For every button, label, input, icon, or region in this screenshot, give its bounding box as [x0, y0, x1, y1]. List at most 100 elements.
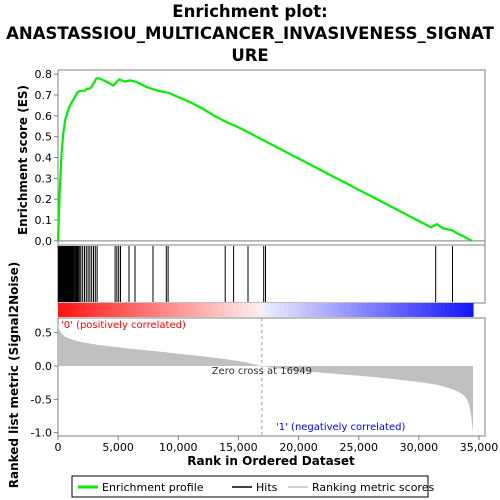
heat-segment — [418, 303, 423, 317]
heat-segment — [381, 303, 386, 317]
heat-segment — [404, 303, 409, 317]
heat-segment — [289, 303, 294, 317]
heat-segment — [95, 303, 100, 317]
legend-label-hits: Hits — [256, 481, 278, 494]
heat-segment — [242, 303, 247, 317]
heat-segment — [399, 303, 404, 317]
rank-x-axis: 0 5,000 10,000 15,000 20,000 25,000 30,000 35,0… — [55, 436, 499, 454]
heat-segment — [187, 303, 192, 317]
heat-segment — [123, 303, 128, 317]
x-tick-label: 30,000 — [400, 441, 439, 454]
heat-segment — [192, 303, 197, 317]
x-tick-label: 35,000 — [460, 441, 499, 454]
heat-segment — [468, 303, 473, 317]
heat-segment — [141, 303, 146, 317]
metric-y-tick-label: -1.0 — [31, 427, 52, 440]
x-axis-label: Rank in Ordered Dataset — [187, 454, 355, 468]
heat-segment — [265, 303, 270, 317]
heat-segment — [284, 303, 289, 317]
heat-segment — [247, 303, 252, 317]
metric-y-tick-label: -0.5 — [31, 393, 52, 406]
heat-segment — [395, 303, 400, 317]
legend-label-metric: Ranking metric scores — [312, 481, 434, 494]
heat-segment — [164, 303, 169, 317]
heat-segment — [159, 303, 164, 317]
heat-segment — [307, 303, 312, 317]
x-tick-label: 15,000 — [219, 441, 258, 454]
es-y-tick-label: 0.1 — [35, 214, 53, 227]
heat-segment — [150, 303, 155, 317]
heat-segment — [90, 303, 95, 317]
heat-segment — [118, 303, 123, 317]
es-y-axis-label: Enrichment score (ES) — [16, 85, 30, 235]
heat-segment — [219, 303, 224, 317]
heat-segment — [58, 303, 63, 317]
heat-segment — [455, 303, 460, 317]
es-y-tick-label: 0.6 — [35, 110, 53, 123]
es-y-axis: 0.0 0.1 0.2 0.3 0.4 0.5 0.6 0.7 0.8 — [35, 68, 59, 248]
heat-segment — [132, 303, 137, 317]
heat-segment — [330, 303, 335, 317]
heat-segment — [436, 303, 441, 317]
heat-segment — [358, 303, 363, 317]
heat-segment — [238, 303, 243, 317]
heat-segment — [312, 303, 317, 317]
heat-segment — [155, 303, 160, 317]
es-y-tick-label: 0.4 — [35, 152, 53, 165]
heat-segment — [100, 303, 105, 317]
heat-segment — [335, 303, 340, 317]
heat-segment — [302, 303, 307, 317]
heat-segment — [445, 303, 450, 317]
es-y-tick-label: 0.3 — [35, 172, 53, 185]
heat-segment — [372, 303, 377, 317]
heat-segment — [178, 303, 183, 317]
chart-title-line-1: Enrichment plot: — [172, 2, 327, 21]
heat-segment — [72, 303, 77, 317]
heat-segment — [298, 303, 303, 317]
heat-segment — [201, 303, 206, 317]
heat-segment — [362, 303, 367, 317]
heat-segment — [348, 303, 353, 317]
hits-panel-frame — [58, 245, 485, 303]
heat-segment — [210, 303, 215, 317]
heat-segment — [339, 303, 344, 317]
heat-segment — [422, 303, 427, 317]
heat-segment — [325, 303, 330, 317]
heat-segment — [431, 303, 436, 317]
es-panel-frame — [58, 70, 485, 245]
heat-segment — [413, 303, 418, 317]
x-tick-label: 0 — [55, 441, 62, 454]
es-y-tick-label: 0.0 — [35, 235, 53, 248]
heat-segment — [229, 303, 234, 317]
heat-segment — [353, 303, 358, 317]
positive-correlation-label: '0' (positively correlated) — [61, 320, 186, 331]
metric-y-axis-label: Ranked list metric (Signal2Noise) — [7, 262, 21, 489]
heat-segment — [113, 303, 118, 317]
heat-segment — [215, 303, 220, 317]
legend-label-profile: Enrichment profile — [102, 481, 204, 494]
heat-segment — [279, 303, 284, 317]
negative-correlation-label: '1' (negatively correlated) — [276, 422, 405, 433]
heat-segment — [81, 303, 86, 317]
metric-y-tick-label: 0.0 — [35, 360, 53, 373]
heat-segment — [206, 303, 211, 317]
x-tick-label: 5,000 — [102, 441, 134, 454]
es-y-tick-label: 0.2 — [35, 193, 53, 206]
ranking-heat-bar — [58, 303, 474, 317]
zero-cross-label: Zero cross at 16949 — [212, 366, 312, 377]
chart-title-line-3: URE — [231, 46, 268, 65]
heat-segment — [86, 303, 91, 317]
heat-segment — [376, 303, 381, 317]
heat-segment — [321, 303, 326, 317]
heat-segment — [146, 303, 151, 317]
heat-segment — [450, 303, 455, 317]
chart-title-line-2: ANASTASSIOU_MULTICANCER_INVASIVENESS_SIG… — [6, 24, 494, 43]
heat-segment — [293, 303, 298, 317]
heat-segment — [441, 303, 446, 317]
heat-segment — [408, 303, 413, 317]
x-tick-label: 25,000 — [339, 441, 378, 454]
heat-segment — [136, 303, 141, 317]
heat-segment — [169, 303, 174, 317]
heat-segment — [261, 303, 266, 317]
